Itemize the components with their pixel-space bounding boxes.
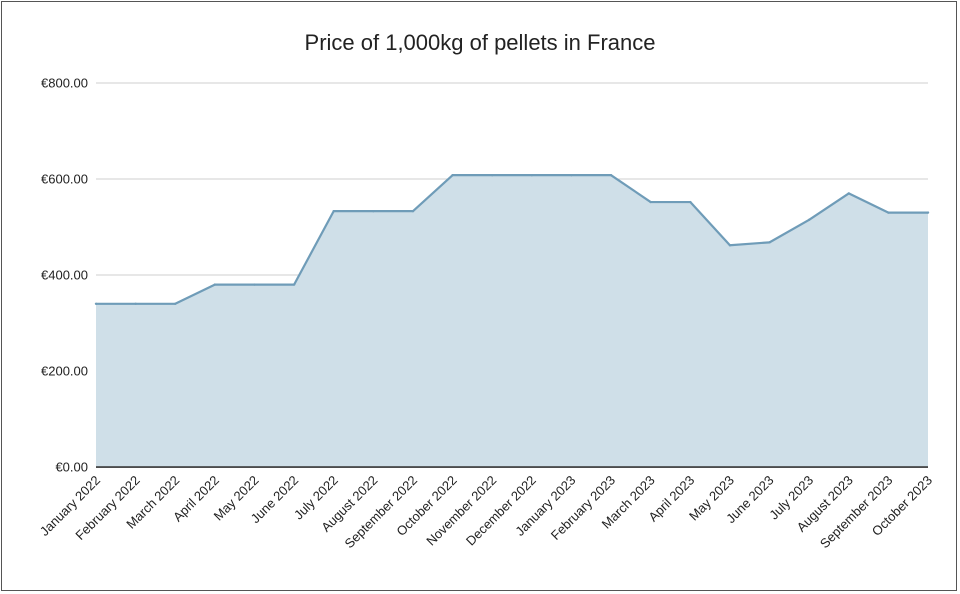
y-tick-label: €600.00 bbox=[41, 172, 88, 187]
y-tick-label: €0.00 bbox=[55, 460, 88, 475]
x-tick-label: September 2023 bbox=[817, 473, 896, 552]
data-point bbox=[213, 283, 217, 286]
data-point bbox=[94, 302, 98, 305]
data-point bbox=[926, 211, 930, 214]
area-series bbox=[94, 173, 930, 468]
data-point bbox=[768, 241, 771, 244]
y-tick-label: €800.00 bbox=[41, 76, 88, 91]
data-point bbox=[570, 173, 573, 177]
area-fill bbox=[96, 175, 928, 467]
chart-title: Price of 1,000kg of pellets in France bbox=[305, 30, 656, 55]
x-tick-label: November 2022 bbox=[423, 473, 499, 549]
data-point bbox=[530, 173, 534, 177]
data-point bbox=[609, 173, 613, 177]
data-point bbox=[253, 283, 256, 286]
x-tick-label: September 2022 bbox=[341, 473, 420, 552]
x-tick-label: December 2022 bbox=[463, 473, 539, 549]
data-point bbox=[847, 192, 850, 195]
data-point bbox=[490, 173, 494, 177]
data-point bbox=[689, 200, 692, 204]
data-point bbox=[372, 209, 375, 213]
data-point bbox=[451, 173, 454, 177]
data-point bbox=[411, 209, 415, 213]
series-line bbox=[96, 174, 928, 305]
y-tick-label: €200.00 bbox=[41, 364, 88, 379]
data-point bbox=[649, 200, 652, 204]
data-point bbox=[332, 209, 335, 213]
y-axis-ticks: €0.00 €200.00 €400.00 €600.00 €800.00 bbox=[41, 76, 88, 475]
data-point bbox=[174, 302, 177, 305]
data-point bbox=[292, 283, 296, 286]
data-point bbox=[134, 302, 137, 305]
y-tick-label: €400.00 bbox=[41, 268, 88, 283]
data-point bbox=[728, 244, 732, 247]
data-point bbox=[887, 211, 890, 214]
data-point bbox=[807, 218, 811, 221]
